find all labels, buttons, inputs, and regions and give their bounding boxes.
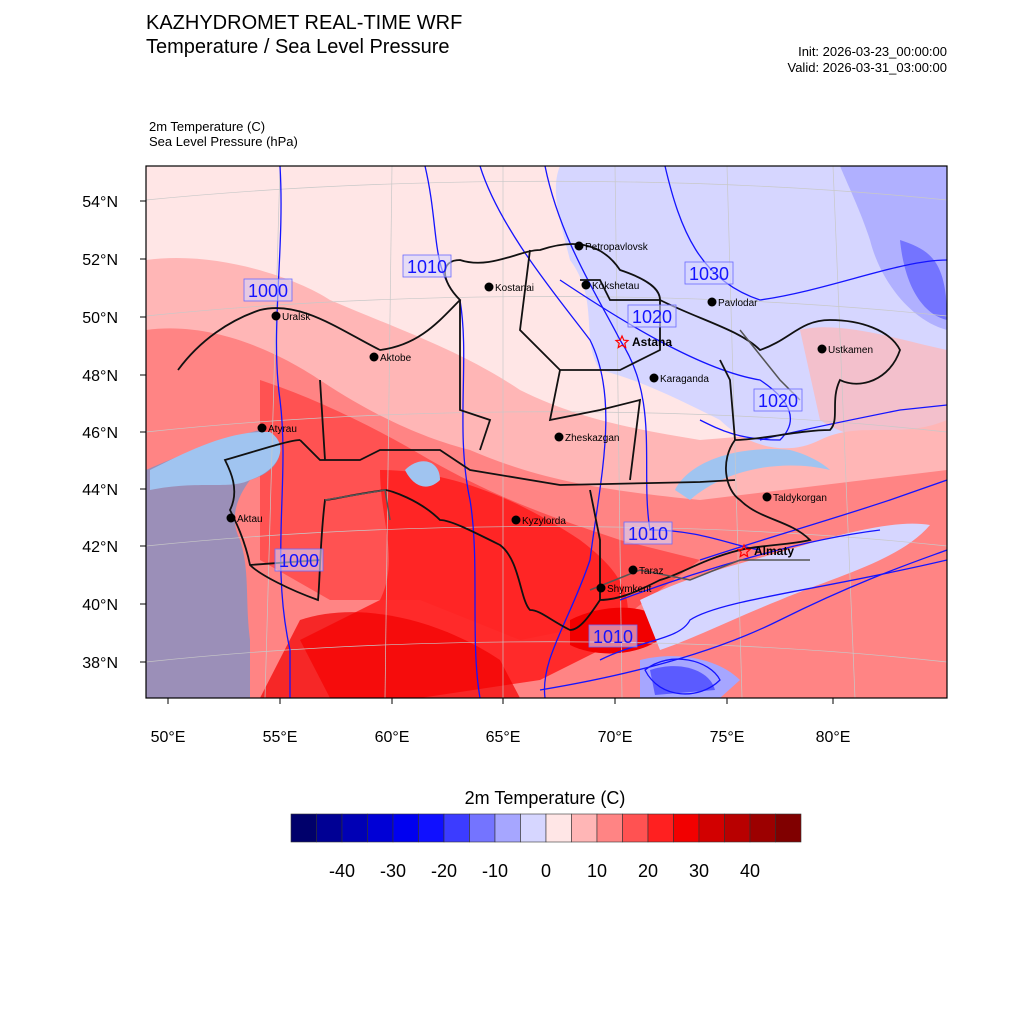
city-marker-icon [817,344,827,354]
lat-tick-label: 46°N [82,425,118,442]
colorbar-swatch [443,813,470,843]
city-label[interactable]: Uralsk [282,312,311,323]
city-marker-icon [574,241,584,251]
field-label-pressure: Sea Level Pressure (hPa) [149,134,298,149]
lon-tick-label: 50°E [151,729,186,746]
isobar-label: 1010 [407,257,447,277]
lon-tick-label: 55°E [263,729,298,746]
colorbar-swatch [367,813,394,843]
city-label[interactable]: Astana [632,335,672,349]
city-marker-icon [226,513,236,523]
colorbar-swatch [418,813,445,843]
colorbar-swatch [545,813,572,843]
colorbar-title: 2m Temperature (C) [464,788,626,808]
city-label[interactable]: Taldykorgan [773,493,827,504]
colorbar-swatch [520,813,547,843]
colorbar-tick-label: 10 [586,861,608,881]
lat-tick-label: 44°N [82,482,118,499]
colorbar-swatch [647,813,674,843]
chart-subtitle: Temperature / Sea Level Pressure [146,36,450,58]
init-time: Init: 2026-03-23_00:00:00 [798,44,947,59]
admin-borders [177,243,901,631]
colorbar-swatch [392,813,419,843]
colorbar-swatch [494,813,521,843]
city-label[interactable]: Pavlodar [718,298,758,309]
city-label[interactable]: Aktobe [380,353,412,364]
city-label[interactable]: Zheskazgan [565,433,619,444]
isobar-label: 1020 [632,307,672,327]
city-marker-icon [271,311,281,321]
colorbar-tick-label: 0 [540,861,552,881]
isobar-label: 1010 [628,524,668,544]
city-label[interactable]: Kostanai [495,283,534,294]
city-label[interactable]: Petropavlovsk [585,242,649,253]
city-marker-icon [762,492,772,502]
city-marker-icon [511,515,521,525]
city-marker-icon [707,297,717,307]
colorbar-tick-label: -30 [379,861,407,881]
lon-tick-label: 70°E [598,729,633,746]
city-marker-icon [581,280,591,290]
city-label[interactable]: Karaganda [660,374,709,385]
capital-star-icon [736,543,752,558]
lat-tick-label: 42°N [82,539,118,556]
lat-tick-label: 40°N [82,597,118,614]
lat-tick-label: 52°N [82,252,118,269]
city-label[interactable]: Shymkent [607,584,652,595]
city-label[interactable]: Aktau [237,514,263,525]
colorbar-swatch [469,813,496,843]
colorbar-swatch [698,813,725,843]
colorbar-swatch [316,813,343,843]
colorbar-swatch [571,813,598,843]
city-marker-icon [484,282,494,292]
city-marker-icon [257,423,267,433]
lon-tick-label: 75°E [710,729,745,746]
colorbar-swatch [290,813,317,843]
colorbar-tick-label: 20 [637,861,659,881]
isobar-label: 1020 [758,391,798,411]
colorbar-tick-label: -40 [328,861,356,881]
colorbar-tick-label: -20 [430,861,458,881]
lat-tick-label: 38°N [82,655,118,672]
colorbar-swatch [749,813,776,843]
city-marker-icon [649,373,659,383]
isobar-label: 1000 [279,551,319,571]
capital-star-icon [614,334,630,349]
city-marker-icon [369,352,379,362]
colorbar-swatch [596,813,623,843]
lon-tick-label: 80°E [816,729,851,746]
colorbar-tick-label: -10 [481,861,509,881]
city-label[interactable]: Taraz [639,566,663,577]
isobar-label: 1030 [689,264,729,284]
valid-time: Valid: 2026-03-31_03:00:00 [787,60,948,75]
city-label[interactable]: Almaty [754,544,794,558]
isobar-label: 1000 [248,281,288,301]
colorbar-swatch [341,813,368,843]
temperature-field [146,166,947,698]
isobar-label: 1010 [593,627,633,647]
city-label[interactable]: Kyzylorda [522,516,566,527]
city-marker-icon [596,583,606,593]
lat-tick-label: 54°N [82,194,118,211]
colorbar-swatch [775,813,802,843]
colorbar-swatch [724,813,751,843]
colorbar [290,813,802,843]
colorbar-swatch [622,813,649,843]
lat-tick-label: 48°N [82,368,118,385]
city-label[interactable]: Kokshetau [592,281,639,292]
colorbar-swatch [673,813,700,843]
lon-tick-label: 60°E [375,729,410,746]
colorbar-tick-label: 30 [688,861,710,881]
lon-tick-label: 65°E [486,729,521,746]
chart-title: KAZHYDROMET REAL-TIME WRF [146,12,463,34]
colorbar-tick-label: 40 [739,861,761,881]
city-label[interactable]: Ustkamen [828,345,873,356]
city-marker-icon [554,432,564,442]
city-marker-icon [628,565,638,575]
lat-tick-label: 50°N [82,310,118,327]
city-label[interactable]: Atyrau [268,424,297,435]
field-label-temperature: 2m Temperature (C) [149,119,266,134]
